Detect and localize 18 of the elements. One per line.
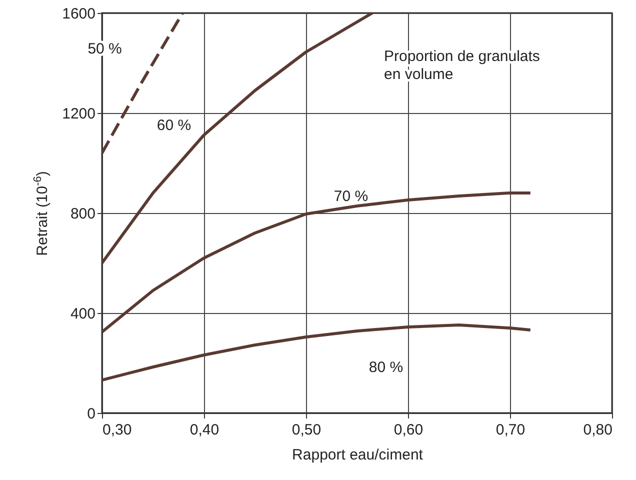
y-tick-label: 0 (87, 406, 96, 422)
line-series (102, 324, 532, 382)
y-tick-label: 400 (70, 306, 96, 322)
line-series (102, 13, 374, 264)
x-tick-label: 0,80 (583, 422, 612, 438)
x-axis-title: Rapport eau/ciment (292, 446, 424, 464)
x-tick-label: 0,60 (394, 422, 424, 438)
y-tick-label: 1200 (62, 106, 96, 122)
x-tick-label: 0,40 (190, 422, 220, 438)
x-tick-label: 0,70 (496, 422, 526, 438)
x-tick-label: 0,50 (292, 422, 322, 438)
series-label: 70 % (334, 188, 368, 205)
y-tick-label: 1600 (62, 6, 96, 22)
line-series (102, 192, 532, 334)
y-tick-label: 800 (70, 206, 96, 222)
series-label: 80 % (368, 359, 404, 376)
series-label: 60 % (156, 117, 192, 134)
x-tick-label: 0,30 (102, 422, 132, 438)
